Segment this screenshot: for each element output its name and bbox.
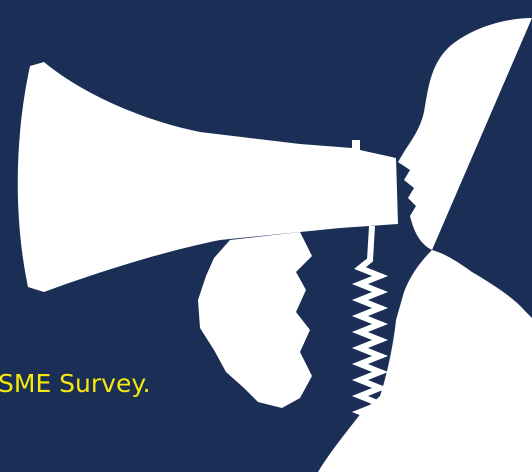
person-silhouette (318, 18, 532, 472)
megaphone (17, 62, 399, 292)
megaphone-lip (80, 98, 92, 114)
hand (198, 232, 312, 408)
cord (351, 225, 389, 433)
caption: SME Survey. (0, 369, 151, 398)
